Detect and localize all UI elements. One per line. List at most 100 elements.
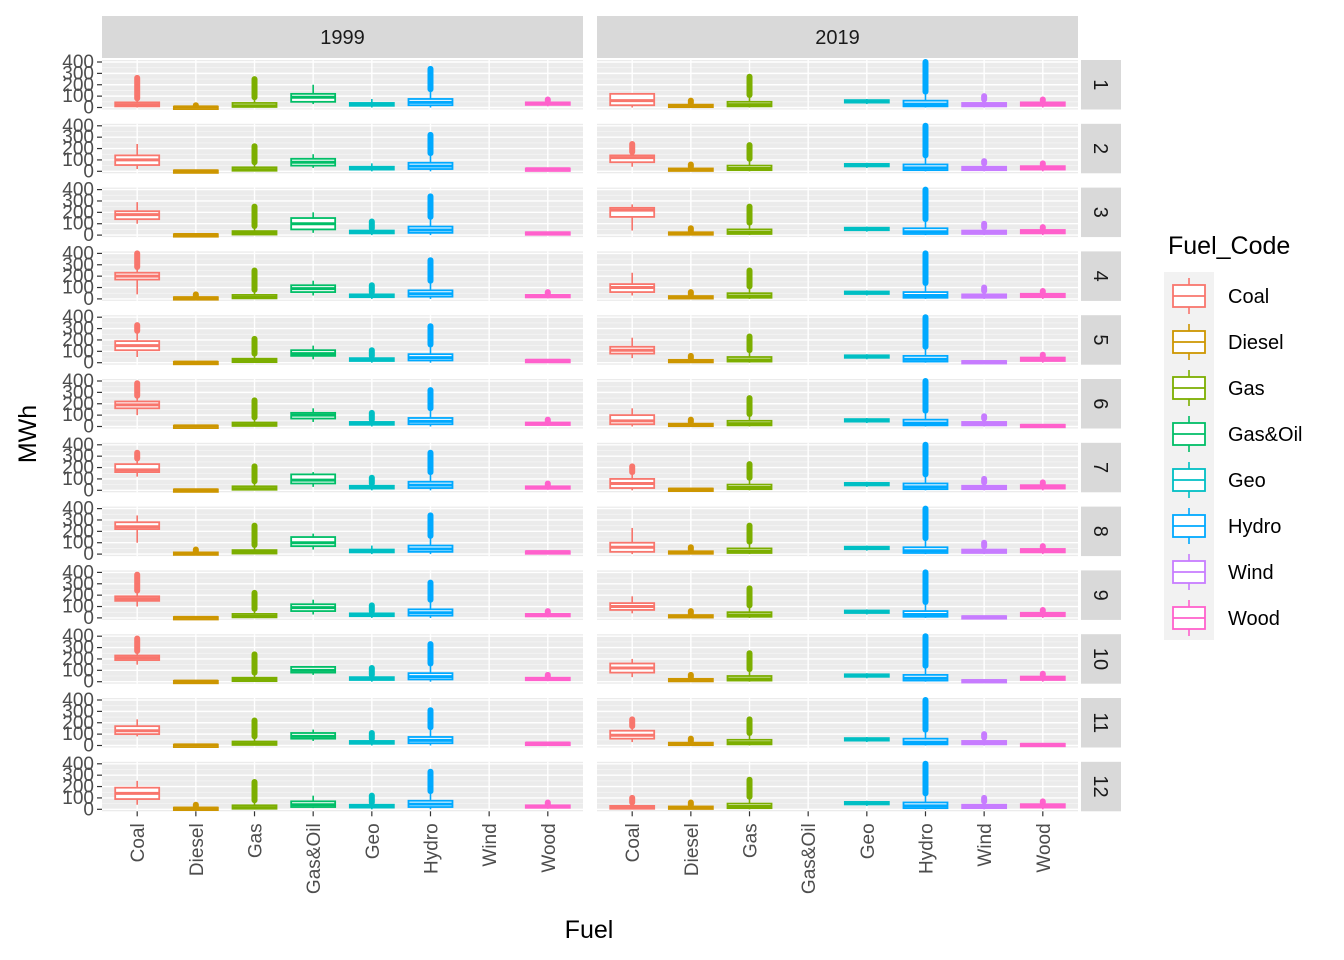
box-geo <box>348 218 395 236</box>
box-geo <box>843 545 890 551</box>
box-coal <box>609 92 656 108</box>
box-wood <box>1019 479 1066 491</box>
box-diesel <box>667 799 714 810</box>
y-tick-label: 400 <box>62 690 94 711</box>
box-wind <box>961 220 1008 236</box>
box-diesel <box>667 97 714 109</box>
box-hydro <box>902 441 949 491</box>
y-tick-label: 200 <box>62 139 94 160</box>
box-diesel <box>667 487 714 492</box>
facet-row-strip-9 <box>1081 570 1121 620</box>
y-tick-label: 200 <box>62 458 94 479</box>
box-wind <box>961 413 1008 427</box>
y-tick-label: 300 <box>62 638 94 659</box>
box-diesel <box>172 488 219 493</box>
box-coal <box>114 250 161 295</box>
box-coal <box>114 780 161 805</box>
box-geo <box>348 347 395 363</box>
box-gas <box>726 395 773 427</box>
box-coal <box>609 272 656 296</box>
box-gas-and-oil <box>290 729 337 741</box>
y-tick-label: 200 <box>62 266 94 287</box>
box-diesel <box>667 225 714 236</box>
facet-row-label-6: 6 <box>1089 398 1111 409</box>
facet-row-strip-5 <box>1081 315 1121 365</box>
box-gas <box>726 585 773 618</box>
box-wood <box>1019 742 1066 748</box>
y-tick-label: 0 <box>83 799 94 820</box>
y-tick-label: 100 <box>62 405 94 426</box>
x-tick-label-gas: Gas <box>246 823 267 858</box>
facet-row-label-7: 7 <box>1089 462 1111 473</box>
facet-row-strip-12 <box>1081 761 1121 812</box>
box-gas-and-oil <box>290 154 337 168</box>
box-wood <box>524 96 571 107</box>
panel-2019-1 <box>597 59 1078 110</box>
box-gas <box>726 333 773 363</box>
box-gas <box>726 267 773 299</box>
box-gas-and-oil <box>290 666 337 675</box>
box-diesel <box>172 102 219 110</box>
y-tick-label: 0 <box>83 672 94 693</box>
box-wind <box>961 794 1008 810</box>
panel-2019-8 <box>597 505 1078 557</box>
box-body <box>609 206 656 218</box>
box-wind <box>961 158 1008 172</box>
facet-row-label-9: 9 <box>1089 590 1111 601</box>
box-diesel <box>172 546 219 556</box>
x-tick-label-gas-and-oil: Gas&Oil <box>799 823 820 894</box>
box-wood <box>524 289 571 299</box>
box-geo <box>348 665 395 682</box>
y-tick-label: 400 <box>62 754 94 775</box>
box-hydro <box>407 323 454 363</box>
facet-row-label-8: 8 <box>1089 526 1111 537</box>
box-hydro <box>902 760 949 810</box>
box-gas <box>726 716 773 746</box>
box-diesel <box>172 291 219 301</box>
box-hydro <box>407 512 454 555</box>
box-geo <box>843 162 890 168</box>
box-coal <box>114 202 161 224</box>
box-hydro <box>407 131 454 172</box>
x-tick-label-wood: Wood <box>539 823 560 872</box>
panel-1999-10 <box>102 634 583 685</box>
y-tick-label: 400 <box>62 243 94 264</box>
panel-1999-7 <box>102 442 583 493</box>
y-tick-label: 0 <box>83 98 94 119</box>
box-wind <box>961 539 1008 555</box>
box-wind <box>961 475 1008 491</box>
box-hydro <box>407 449 454 491</box>
box-coal <box>114 322 161 358</box>
facet-row-strip-10 <box>1081 634 1121 684</box>
box-gas-and-oil <box>290 345 337 360</box>
box-coal <box>114 74 161 108</box>
box-diesel <box>172 360 219 366</box>
box-diesel <box>667 671 714 683</box>
facet-strip-label-2019: 2019 <box>815 27 860 49</box>
box-geo <box>348 474 395 491</box>
legend: Fuel_Code Coal Diesel Gas Gas&Oil Geo Hydro Wi… <box>1164 232 1302 640</box>
box-wood <box>524 550 571 555</box>
y-tick-label: 200 <box>62 585 94 606</box>
legend-key-geo <box>1172 462 1206 498</box>
legend-label-diesel: Diesel <box>1228 332 1284 354</box>
y-tick-label: 400 <box>62 562 94 583</box>
box-geo <box>843 800 890 806</box>
y-tick-label: 100 <box>62 788 94 809</box>
box-wind <box>961 360 1008 365</box>
box-coal <box>609 794 656 810</box>
box-diesel <box>172 743 219 748</box>
box-coal <box>609 408 656 427</box>
box-gas <box>726 650 773 682</box>
panel-1999-11 <box>102 698 583 748</box>
y-tick-label: 400 <box>62 626 94 647</box>
box-wood <box>524 231 571 236</box>
y-tick-label: 200 <box>62 649 94 670</box>
y-tick-label: 100 <box>62 724 94 745</box>
box-gas <box>231 779 278 810</box>
facet-row-strip-4 <box>1081 251 1121 301</box>
y-tick-label: 100 <box>62 214 94 235</box>
facet-row-label-1: 1 <box>1089 79 1111 90</box>
x-tick-label-hydro: Hydro <box>421 823 442 874</box>
box-gas <box>726 461 773 491</box>
